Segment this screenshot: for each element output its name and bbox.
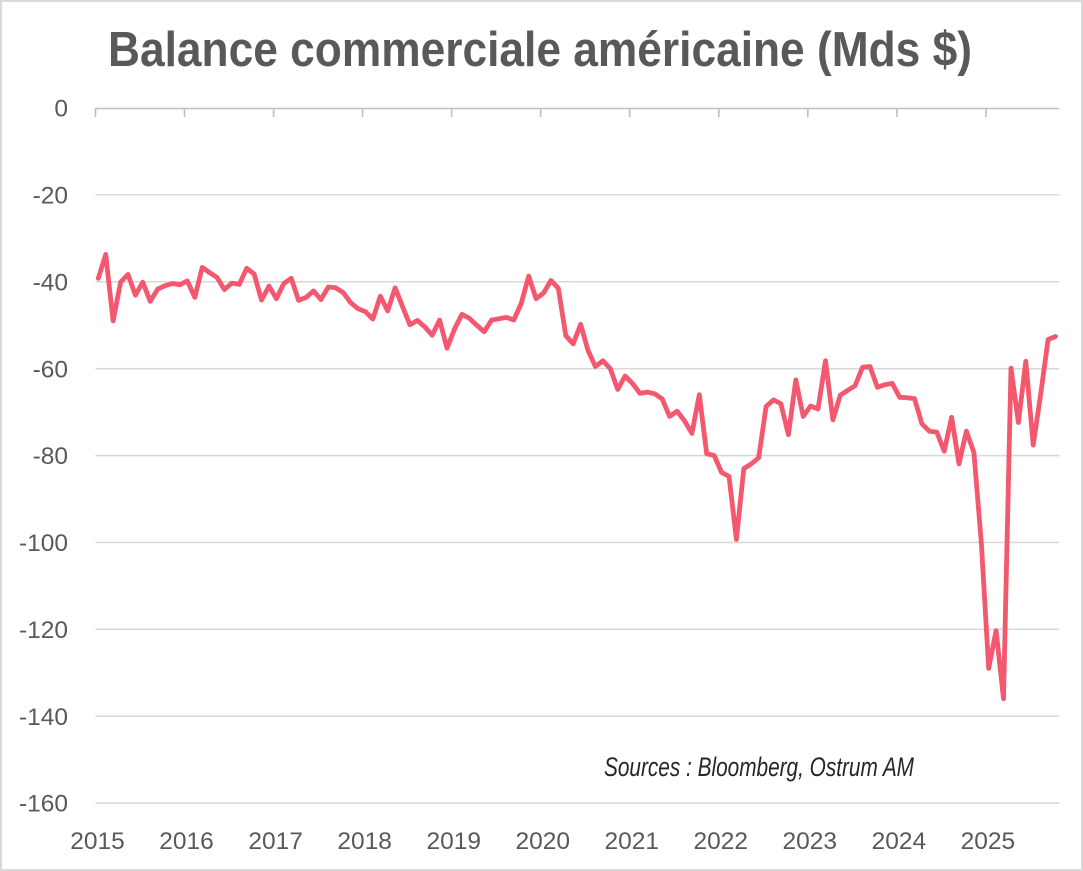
svg-text:2015: 2015 [70,828,125,855]
svg-text:2018: 2018 [337,828,392,855]
svg-text:-120: -120 [19,617,68,644]
svg-text:-160: -160 [19,791,68,818]
svg-text:Balance commerciale américaine: Balance commerciale américaine (Mds $) [108,22,972,77]
svg-text:-20: -20 [33,183,68,210]
svg-text:2022: 2022 [694,828,749,855]
svg-text:0: 0 [54,96,68,123]
svg-text:-140: -140 [19,704,68,731]
svg-text:-100: -100 [19,530,68,557]
svg-text:2019: 2019 [426,828,481,855]
svg-text:Sources : Bloomberg, Ostrum AM: Sources : Bloomberg, Ostrum AM [604,752,915,782]
svg-text:2017: 2017 [248,828,303,855]
svg-text:2024: 2024 [872,828,927,855]
svg-text:2020: 2020 [515,828,570,855]
svg-text:2016: 2016 [159,828,214,855]
svg-text:2021: 2021 [604,828,659,855]
svg-text:-80: -80 [33,443,68,470]
svg-text:-60: -60 [33,356,68,383]
svg-text:2023: 2023 [783,828,838,855]
svg-text:2025: 2025 [961,828,1016,855]
svg-text:-40: -40 [33,270,68,297]
